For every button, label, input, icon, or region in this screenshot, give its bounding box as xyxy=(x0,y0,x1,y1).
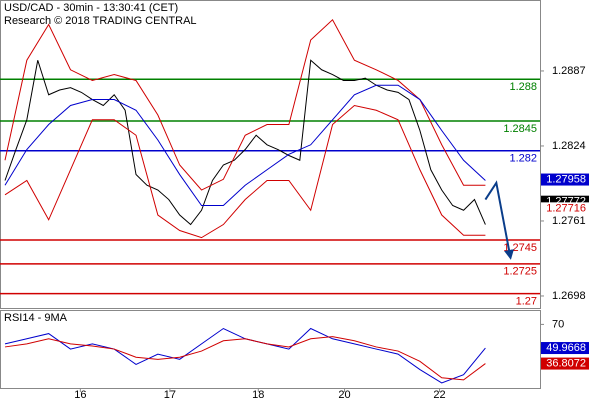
chart-title: USD/CAD - 30min - 13:30:41 (CET) xyxy=(4,2,178,14)
price-marker xyxy=(541,357,589,370)
y-tick-label: 1.2761 xyxy=(552,215,586,227)
y-tick-label: 1.2887 xyxy=(552,65,586,77)
level-label: 1.2725 xyxy=(503,266,537,278)
level-label: 1.27 xyxy=(516,296,537,308)
level-label: 1.2845 xyxy=(503,123,537,135)
series-line xyxy=(4,84,486,206)
rsi-title: RSI14 - 9MA xyxy=(4,312,68,324)
series-line xyxy=(484,180,514,260)
x-tick-label: 22 xyxy=(433,389,445,400)
price-marker xyxy=(541,202,589,215)
series-line xyxy=(4,327,486,384)
price-marker xyxy=(541,173,589,186)
series-line xyxy=(4,104,486,239)
rsi-pane xyxy=(0,310,541,389)
y-tick-label: 1.2824 xyxy=(552,140,586,152)
x-tick-label: 16 xyxy=(74,389,86,400)
level-label: 1.288 xyxy=(509,81,537,93)
price-marker-label: 49.9668 xyxy=(546,342,586,354)
price-marker-label: 36.8072 xyxy=(546,357,586,369)
x-tick-label: 20 xyxy=(338,389,350,400)
level-label: 1.282 xyxy=(509,153,537,165)
price-pane xyxy=(0,0,541,309)
price-marker-label: 1.27716 xyxy=(546,202,586,214)
y-tick-label: 70 xyxy=(552,318,564,330)
x-tick-label: 18 xyxy=(252,389,264,400)
price-marker-label: 1.27958 xyxy=(546,173,586,185)
series-line xyxy=(4,18,486,191)
price-marker xyxy=(541,342,589,355)
y-tick-label: 1.2698 xyxy=(552,290,586,302)
series-line xyxy=(4,336,486,381)
series-line xyxy=(4,59,486,226)
chart-subtitle: Research © 2018 TRADING CENTRAL xyxy=(4,15,197,27)
x-tick-label: 17 xyxy=(164,389,176,400)
